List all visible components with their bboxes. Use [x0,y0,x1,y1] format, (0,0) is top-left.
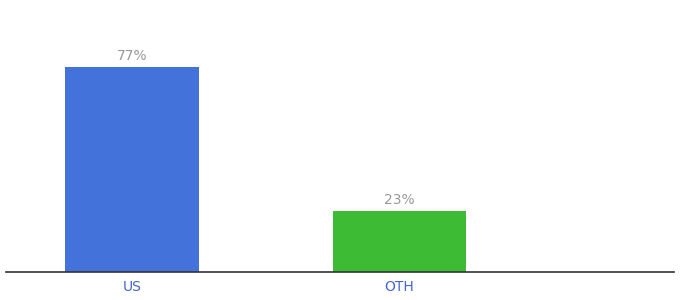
Bar [65,67,199,272]
Bar [333,211,466,272]
Text: 77%: 77% [116,49,147,63]
Text: 23%: 23% [384,193,415,207]
